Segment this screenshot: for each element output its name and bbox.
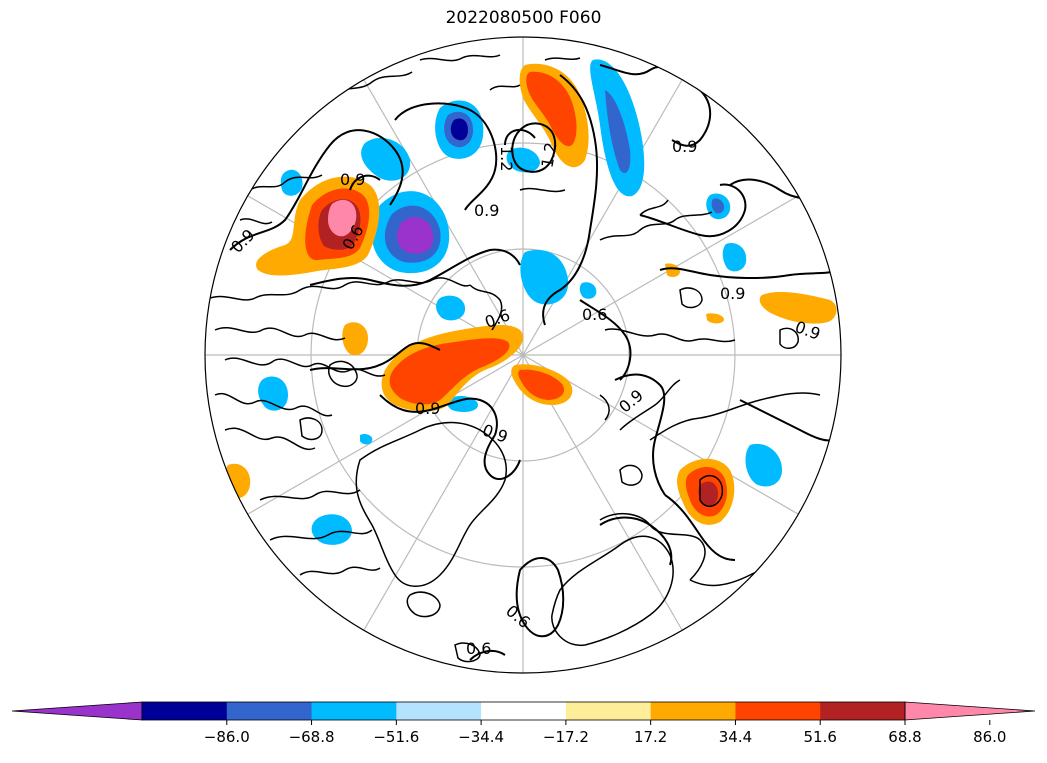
colorbar-outline	[141, 701, 906, 721]
colorbar-tick-label: 51.6	[804, 728, 837, 746]
colorbar-segment	[311, 702, 397, 720]
contour-label: 0.6	[502, 601, 534, 632]
colorbar-tick-label: 34.4	[719, 728, 752, 746]
contour-label: 0.9	[227, 225, 258, 256]
contour-label: 0.9	[340, 170, 365, 189]
colorbar-tick-label: 86.0	[973, 728, 1006, 746]
colorbar-tick-label: −34.4	[458, 728, 504, 746]
colorbar-tick-label: 17.2	[634, 728, 667, 746]
colorbar-tick-label: −86.0	[204, 728, 250, 746]
colorbar-extend-high	[904, 701, 1036, 721]
colorbar-segment	[735, 702, 821, 720]
contour-label: 0.9	[615, 386, 647, 417]
contour-lines	[229, 64, 841, 661]
greenland-coast	[355, 421, 507, 587]
contour-label: 0.6	[582, 305, 607, 324]
colorbar-tick-label: 68.8	[888, 728, 921, 746]
colorbar-tick-label: −17.2	[543, 728, 589, 746]
colorbar-segment	[820, 702, 906, 720]
contour-label: 0.9	[415, 399, 440, 418]
map-title: 2022080500 F060	[445, 8, 602, 28]
colorbar-tick-label: −68.8	[289, 728, 335, 746]
colorbar-segment	[226, 702, 313, 720]
anomaly-fill	[224, 59, 837, 545]
colorbar-segment	[142, 702, 228, 720]
colorbar: −86.0 −68.8 −51.6 −34.4 −17.2 17.2 34.4 51.6 68.…	[11, 701, 1036, 746]
contour-label: 0.6	[466, 639, 491, 658]
colorbar-segment	[396, 702, 482, 720]
map-boundary	[204, 36, 842, 674]
colorbar-segment	[650, 702, 736, 720]
colorbar-segment	[565, 702, 652, 720]
colorbar-segment	[481, 702, 567, 720]
colorbar-tick-label: −51.6	[373, 728, 419, 746]
contour-label: 1.2	[497, 146, 516, 171]
contour-label: 0.9	[480, 420, 510, 447]
contour-label: 1.2	[537, 141, 560, 169]
contour-label: 0.9	[474, 201, 499, 220]
contour-label: 0.9	[720, 284, 745, 303]
colorbar-extend-low	[11, 701, 143, 721]
polar-map: 1.2 1.2 0.9 0.9 0.9 0.9 0.9 0.9 0.6 0.6 …	[204, 36, 842, 674]
contour-label: 0.9	[672, 137, 697, 156]
